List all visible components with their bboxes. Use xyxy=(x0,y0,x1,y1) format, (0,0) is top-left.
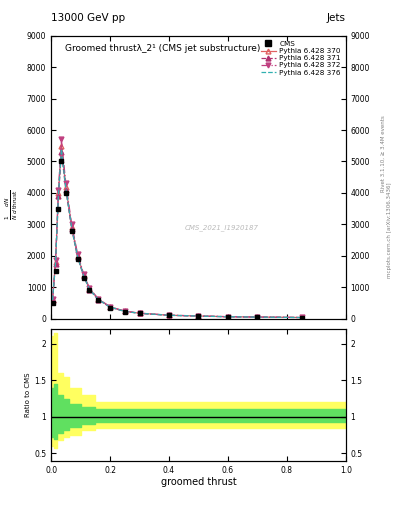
Legend: CMS, Pythia 6.428 370, Pythia 6.428 371, Pythia 6.428 372, Pythia 6.428 376: CMS, Pythia 6.428 370, Pythia 6.428 371,… xyxy=(259,39,342,77)
Text: mcplots.cern.ch [arXiv:1306.3436]: mcplots.cern.ch [arXiv:1306.3436] xyxy=(387,183,392,278)
Text: Groomed thrustλ_2¹ (CMS jet substructure): Groomed thrustλ_2¹ (CMS jet substructure… xyxy=(65,45,261,53)
Text: $\frac{1}{N}\,\frac{dN}{d\,\mathrm{thrust}}$: $\frac{1}{N}\,\frac{dN}{d\,\mathrm{thrus… xyxy=(4,189,20,220)
Text: Rivet 3.1.10, ≥ 3.4M events: Rivet 3.1.10, ≥ 3.4M events xyxy=(381,115,386,192)
Text: 13000 GeV pp: 13000 GeV pp xyxy=(51,13,125,23)
Y-axis label: Ratio to CMS: Ratio to CMS xyxy=(25,373,31,417)
X-axis label: groomed thrust: groomed thrust xyxy=(161,477,236,487)
Text: CMS_2021_I1920187: CMS_2021_I1920187 xyxy=(185,225,259,231)
Text: Jets: Jets xyxy=(327,13,346,23)
